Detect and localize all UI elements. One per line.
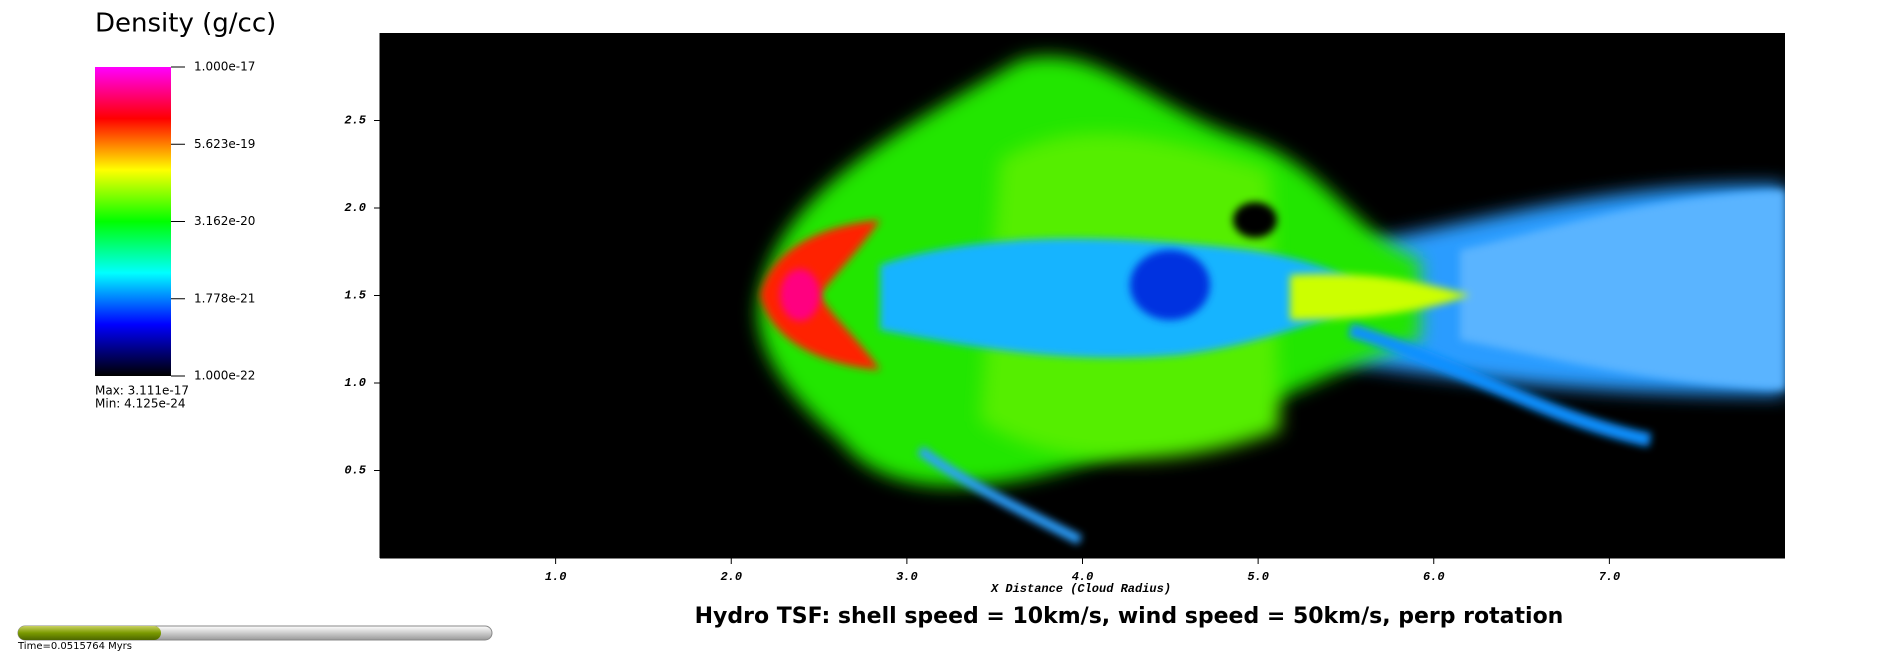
time-text: Time=0.0515764 Myrs <box>17 641 132 651</box>
x-tick-label: 2.0 <box>720 570 742 584</box>
colorbar-tick-label: 5.623e-19 <box>194 137 255 151</box>
y-tick-label: 2.5 <box>344 114 366 128</box>
colorbar-tick-label: 1.000e-22 <box>194 369 255 383</box>
x-axis-label: X Distance (Cloud Radius) <box>990 582 1171 596</box>
colorbar-title: Density (g/cc) <box>95 9 276 39</box>
colorbar-tick-label: 1.000e-17 <box>194 60 255 74</box>
time-slider-progress <box>18 626 161 640</box>
x-tick-label: 7.0 <box>1599 570 1621 584</box>
y-tick-label: 1.0 <box>344 376 366 390</box>
colorbar-tick-label: 3.162e-20 <box>194 214 255 228</box>
x-tick-label: 1.0 <box>545 570 567 584</box>
y-tick-label: 2.0 <box>344 201 366 215</box>
min-text: Min: 4.125e-24 <box>95 397 186 411</box>
chart-title: Hydro TSF: shell speed = 10km/s, wind sp… <box>695 604 1564 629</box>
colorbar-tick-label: 1.778e-21 <box>194 291 255 305</box>
x-tick-label: 6.0 <box>1423 570 1445 584</box>
x-tick-label: 3.0 <box>896 570 918 584</box>
y-tick-label: 1.5 <box>344 289 366 303</box>
x-tick-label: 5.0 <box>1247 570 1269 584</box>
x-tick-label: 4.0 <box>1072 570 1094 584</box>
max-text: Max: 3.111e-17 <box>95 384 189 398</box>
colorbar <box>95 67 171 376</box>
density-field <box>758 56 1785 545</box>
y-tick-label: 0.5 <box>344 464 366 478</box>
